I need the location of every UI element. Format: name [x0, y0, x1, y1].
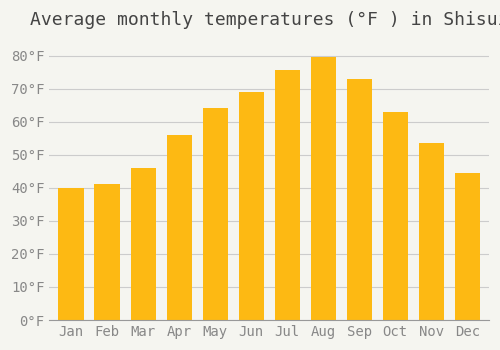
Bar [454, 173, 480, 320]
Bar [94, 184, 120, 320]
Bar [58, 188, 84, 320]
Bar [418, 143, 444, 320]
Bar [382, 112, 408, 320]
Title: Average monthly temperatures (°F ) in Shisui: Average monthly temperatures (°F ) in Sh… [30, 11, 500, 29]
Bar [166, 135, 192, 320]
Bar [346, 79, 372, 320]
Bar [274, 70, 300, 320]
Bar [310, 57, 336, 320]
Bar [238, 92, 264, 320]
Bar [202, 108, 228, 320]
Bar [130, 168, 156, 320]
